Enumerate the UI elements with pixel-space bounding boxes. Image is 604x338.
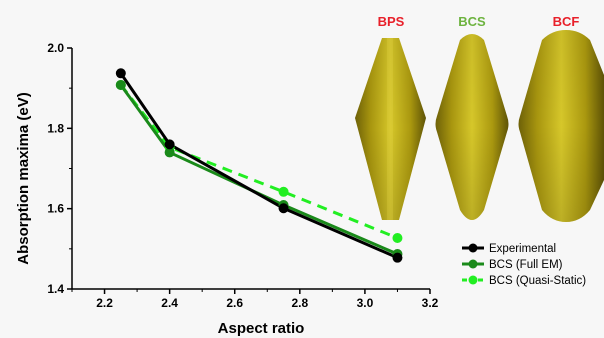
bcs-shape bicone-shape-icon	[435, 34, 509, 220]
data-point-series-3	[278, 186, 289, 197]
bcf-shape bicone-flat-shape-icon	[518, 30, 604, 222]
y-tick-label: 1.8	[47, 121, 64, 135]
data-point-series-1	[392, 252, 403, 263]
shape-label-bcs: BCS	[458, 14, 486, 29]
x-tick-label: 3.2	[422, 296, 439, 310]
shape-label-bps: BPS	[378, 14, 405, 29]
data-point-series-2	[164, 147, 175, 158]
bpsshape-icon bipyramid-shape-icon	[355, 38, 426, 220]
y-tick-label: 1.6	[47, 202, 64, 216]
legend: Experimental BCS (Full EM) BCS (Quasi-Stat…	[462, 243, 586, 287]
series-line-3	[119, 84, 399, 240]
data-point-series-1	[115, 68, 126, 79]
data-point-series-2	[115, 79, 126, 90]
x-axis-title: Aspect ratio	[218, 320, 305, 337]
series	[115, 68, 403, 263]
series-line-1	[119, 72, 399, 260]
x-tick-label: 2.6	[226, 296, 243, 310]
legend-marker	[468, 259, 478, 269]
y-tick-label: 2.0	[47, 41, 64, 55]
legend-marker	[468, 243, 478, 253]
axes: 2.2 2.4 2.6 2.8 3.0 3.2 1.4 1.6 1.8 2.0 Aspect rat…	[15, 41, 439, 337]
data-point-series-1	[164, 139, 175, 150]
nanoparticle-shapes: BPS BCS BCF	[355, 14, 604, 222]
y-tick-label: 1.4	[47, 282, 64, 296]
legend-label: BCS (Full EM)	[489, 259, 563, 271]
x-tick-label: 2.8	[291, 296, 308, 310]
shape-label-bcf: BCF	[553, 14, 580, 29]
x-tick-label: 3.0	[357, 296, 374, 310]
legend-marker	[468, 275, 478, 285]
x-tick-label: 2.4	[161, 296, 178, 310]
data-point-series-3	[392, 232, 403, 243]
legend-label: BCS (Quasi-Static)	[489, 275, 586, 287]
y-axis-title: Absorption maxima (eV)	[15, 92, 32, 265]
data-point-series-1	[278, 203, 289, 214]
series-line-2	[119, 84, 399, 256]
x-tick-label: 2.2	[96, 296, 113, 310]
legend-label: Experimental	[489, 243, 556, 255]
